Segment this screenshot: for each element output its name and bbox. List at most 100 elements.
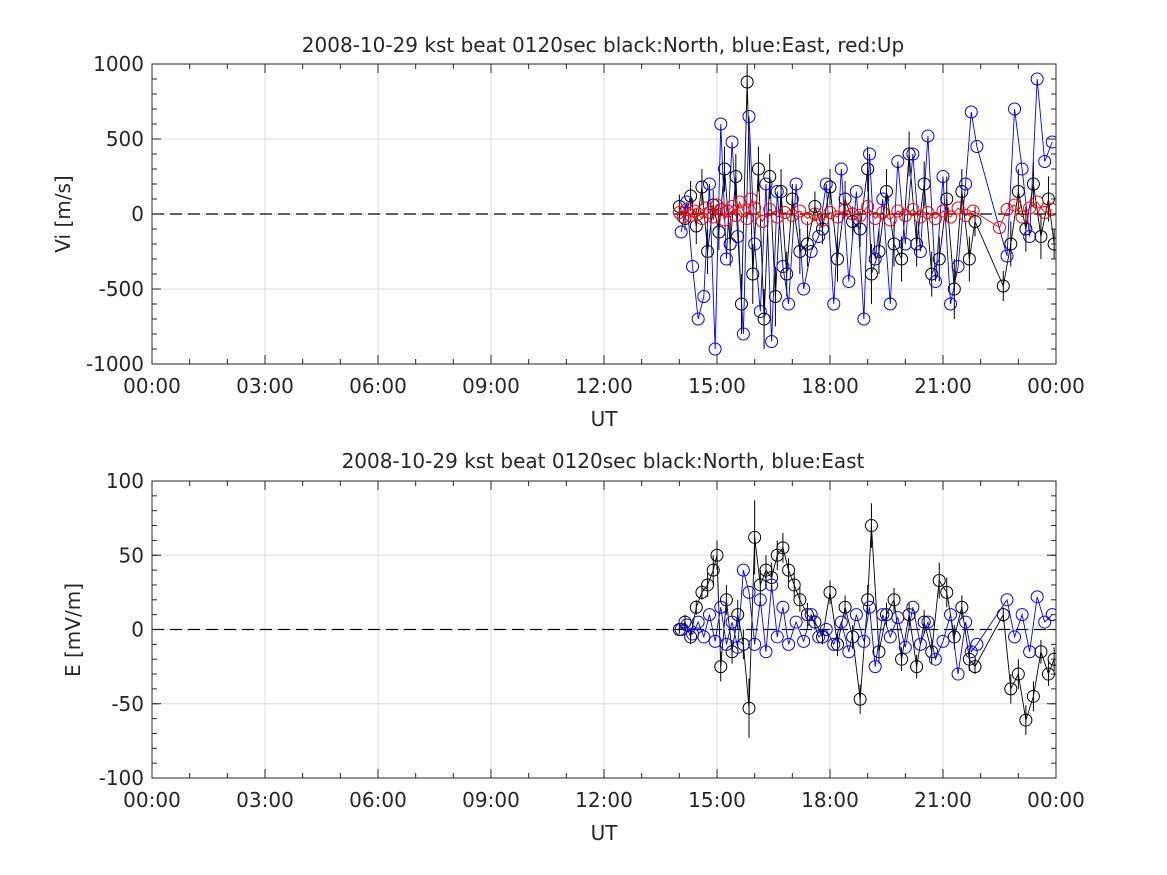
x-tick-label: 12:00 <box>575 374 633 398</box>
data-point <box>925 645 939 659</box>
data-point <box>968 660 982 674</box>
data-point <box>1045 203 1056 216</box>
y-tick-label: -50 <box>111 692 144 716</box>
data-point <box>1008 630 1022 644</box>
x-tick-label: 18:00 <box>801 788 859 812</box>
data-point <box>676 210 690 224</box>
data-point <box>872 645 886 659</box>
data-point <box>815 222 829 236</box>
data-point <box>787 578 801 592</box>
data-point <box>780 267 794 281</box>
data-point <box>951 201 965 215</box>
data-point <box>1019 713 1033 727</box>
data-point <box>800 212 814 225</box>
data-point <box>1045 135 1056 149</box>
data-point <box>1030 590 1044 604</box>
x-tick-label: 03:00 <box>236 374 294 398</box>
x-axis-label: UT <box>591 407 619 431</box>
data-point <box>962 252 976 266</box>
data-point <box>883 213 897 227</box>
data-point <box>757 312 771 326</box>
data-marks <box>672 500 1056 738</box>
data-point <box>725 615 739 629</box>
data-point <box>753 305 767 318</box>
data-point <box>748 637 762 651</box>
data-point <box>785 209 799 222</box>
data-point <box>759 177 773 191</box>
data-point <box>940 192 954 206</box>
y-tick-labels: 100 50 0 -50 -100 <box>99 469 144 790</box>
data-point <box>740 75 754 89</box>
data-point <box>863 600 877 614</box>
data-point <box>725 135 739 149</box>
x-tick-label: 06:00 <box>349 374 407 398</box>
data-point <box>863 147 877 161</box>
data-point <box>898 237 912 251</box>
data-point <box>793 593 807 607</box>
data-point <box>680 195 694 209</box>
data-point <box>849 185 863 198</box>
data-point <box>695 180 709 194</box>
data-point <box>697 290 711 303</box>
series-1 <box>674 72 1056 356</box>
data-point <box>742 585 756 599</box>
data-point <box>746 267 760 281</box>
data-point <box>876 206 890 219</box>
data-point <box>853 209 867 222</box>
data-point <box>936 634 950 648</box>
data-point <box>913 245 927 258</box>
data-point <box>891 204 905 218</box>
data-point <box>906 600 920 614</box>
data-point <box>770 185 784 198</box>
data-point <box>831 637 845 651</box>
data-point <box>895 252 909 266</box>
data-point <box>753 593 767 607</box>
y-tick-label: -100 <box>99 766 144 790</box>
data-point <box>932 573 946 587</box>
data-point <box>765 578 779 592</box>
data-point <box>857 634 871 648</box>
data-point <box>906 203 920 216</box>
data-point <box>748 201 762 215</box>
data-point <box>1030 72 1044 86</box>
data-point <box>964 105 978 119</box>
data-point <box>968 215 982 228</box>
data-point <box>955 600 969 614</box>
x-tick-label: 15:00 <box>688 788 746 812</box>
data-point <box>1000 249 1014 263</box>
data-point <box>876 192 890 206</box>
data-point <box>714 600 728 614</box>
x-tick-labels: 00:00 03:00 06:00 09:00 12:00 15:00 18:00 21:00… <box>123 374 1085 398</box>
data-point <box>891 611 905 625</box>
data-point <box>742 110 756 123</box>
data-point <box>883 630 897 644</box>
data-point <box>789 177 803 191</box>
data-point <box>763 203 777 216</box>
data-point <box>1023 645 1037 659</box>
data-point <box>928 652 942 666</box>
data-point <box>955 185 969 198</box>
data-point <box>944 608 958 622</box>
data-point <box>849 608 863 622</box>
data-point <box>800 608 814 622</box>
data-point <box>793 245 807 258</box>
y-tick-label: 0 <box>131 202 144 226</box>
data-point <box>1047 237 1056 251</box>
data-point <box>834 162 848 176</box>
data-point <box>755 215 769 228</box>
data-point <box>1023 230 1037 243</box>
data-point <box>793 204 807 218</box>
data-point <box>838 192 852 206</box>
data-point <box>778 206 792 219</box>
data-point <box>721 204 735 218</box>
data-point <box>853 222 867 236</box>
data-point <box>1045 608 1056 622</box>
series-0 <box>672 64 1056 349</box>
data-point <box>993 221 1006 234</box>
x-tick-label: 09:00 <box>462 374 520 398</box>
panel-velocity: 2008-10-29 kst beat 0120sec black:North,… <box>51 33 1085 431</box>
data-point <box>763 170 777 183</box>
data-point <box>827 297 841 311</box>
data-point <box>691 312 705 326</box>
